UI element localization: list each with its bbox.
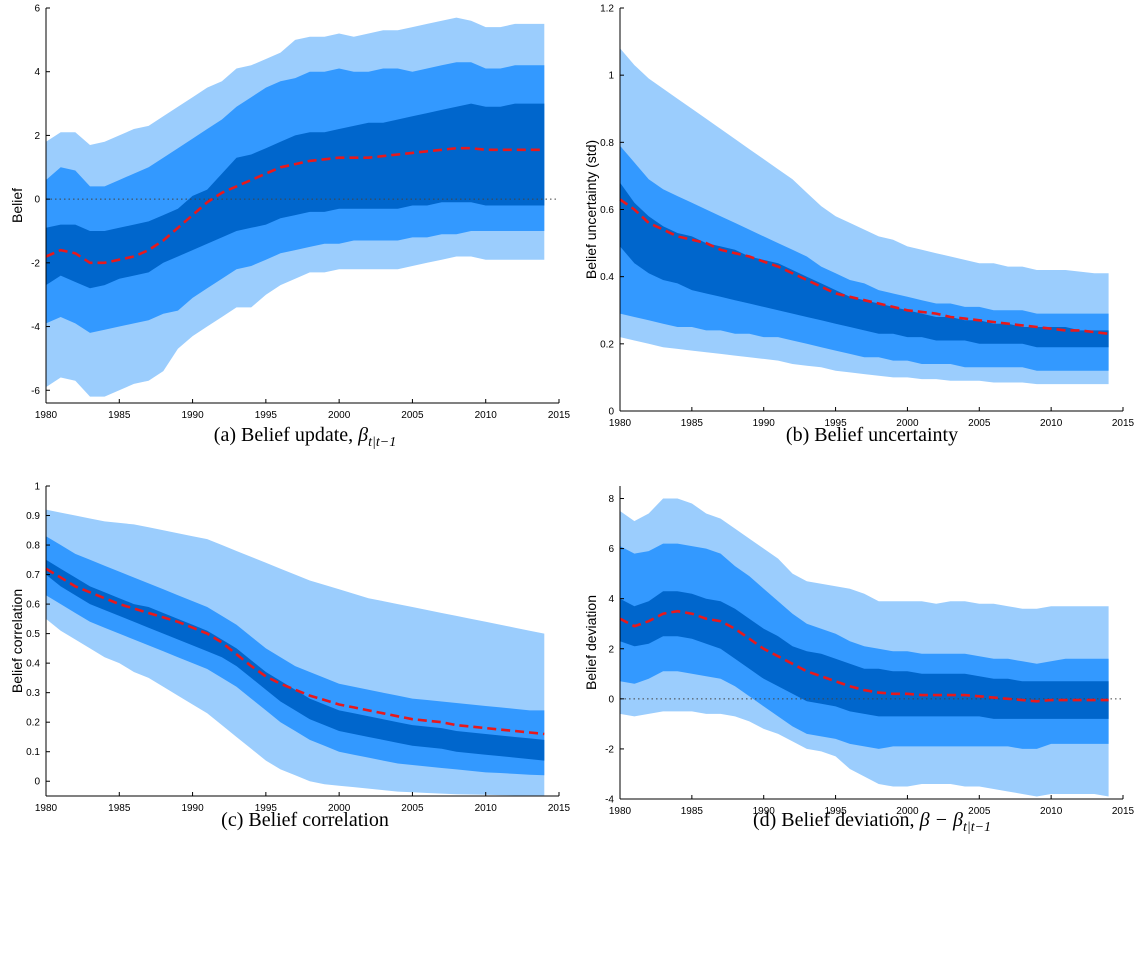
x-tick-label: 1980	[35, 410, 58, 421]
median-line	[619, 609, 1109, 703]
panel-caption: (b) Belief uncertainty	[786, 424, 958, 446]
y-tick-label: 0.6	[26, 600, 40, 611]
x-tick-label: 1990	[753, 418, 776, 429]
x-tick-label: 2005	[968, 418, 991, 429]
y-tick-label: 0	[608, 407, 614, 418]
x-tick-label: 1995	[824, 418, 847, 429]
x-tick-label: 1990	[753, 806, 776, 817]
band-inner	[46, 103, 545, 289]
band-mid	[620, 145, 1109, 371]
x-tick-label: 1990	[181, 410, 204, 421]
x-tick-label: 1985	[108, 410, 131, 421]
panel-belief-correlation: 1980 1985 1990 1995 2000 2005 2010 2015 0 0.1 0.2 0…	[9, 482, 571, 832]
y-tick-label: 1	[34, 482, 40, 493]
x-tick-label: 1995	[255, 410, 278, 421]
x-tick-label: 1990	[181, 803, 204, 814]
x-tick-label: 2005	[401, 410, 424, 421]
y-tick-label: 0.2	[600, 339, 614, 350]
median-line	[45, 146, 545, 265]
y-tick-label: -2	[605, 744, 614, 755]
x-tick-label: 2010	[475, 410, 498, 421]
panel-belief-uncertainty: 1980 1985 1990 1995 2000 2005 2010 2015 0 0.2 0.4 0…	[583, 4, 1135, 447]
x-tick-label: 2015	[1112, 806, 1135, 817]
y-tick-label: 0.5	[26, 629, 40, 640]
y-tick-label: 0.1	[26, 747, 40, 758]
y-tick-label: 1.2	[600, 4, 614, 15]
panel-caption: (c) Belief correlation	[221, 809, 389, 831]
panel-belief-update: 1980 1985 1990 1995 2000 2005 2010 2015 -6 -4 -2 0 2…	[9, 4, 571, 451]
x-tick-label: 2010	[1040, 418, 1063, 429]
y-axis-label: Belief uncertainty (std)	[583, 140, 599, 279]
x-tick-label: 1985	[681, 418, 704, 429]
x-tick-label: 2015	[548, 410, 571, 421]
y-axis-label: Belief deviation	[583, 595, 599, 690]
y-tick-label: 6	[34, 4, 40, 15]
y-tick-label: -6	[31, 386, 40, 397]
y-tick-label: 6	[608, 544, 614, 555]
x-tick-label: 1980	[609, 806, 632, 817]
band-mid	[46, 536, 545, 776]
y-tick-label: 0.8	[26, 541, 40, 552]
x-tick-label: 2010	[475, 803, 498, 814]
x-tick-label: 2010	[1040, 806, 1063, 817]
band-inner	[46, 559, 545, 761]
y-axis-label: Belief	[9, 188, 25, 223]
x-tick-label: 2015	[548, 803, 571, 814]
y-tick-label: -4	[605, 795, 614, 806]
y-tick-label: 4	[34, 67, 40, 78]
y-tick-label: 0.6	[600, 205, 614, 216]
x-tick-label: 2005	[968, 806, 991, 817]
y-tick-label: 0.9	[26, 511, 40, 522]
x-tick-label: 1980	[35, 803, 58, 814]
x-tick-label: 2000	[328, 803, 351, 814]
x-tick-label: 1980	[609, 418, 632, 429]
y-tick-label: 2	[34, 131, 40, 142]
panel-caption: (a) Belief update, βt|t−1	[214, 424, 396, 450]
y-tick-label: 0.4	[600, 272, 614, 283]
x-tick-label: 2005	[401, 803, 424, 814]
y-tick-label: 0.2	[26, 718, 40, 729]
y-tick-label: 1	[608, 71, 614, 82]
panel-belief-deviation: 1980 1985 1990 1995 2000 2005 2010 2015 -4 -2 0 2 4 6…	[583, 486, 1135, 835]
x-tick-label: 2000	[328, 410, 351, 421]
median-line	[619, 198, 1109, 336]
panel-caption: (d) Belief deviation, β − βt|t−1	[753, 809, 991, 835]
y-tick-label: 0	[34, 777, 40, 788]
x-tick-label: 1995	[824, 806, 847, 817]
y-axis-label: Belief correlation	[9, 589, 25, 693]
x-tick-label: 2000	[896, 806, 919, 817]
y-tick-label: 0	[34, 195, 40, 206]
x-tick-label: 2000	[896, 418, 919, 429]
y-tick-label: 8	[608, 494, 614, 505]
x-tick-label: 2015	[1112, 418, 1135, 429]
y-tick-label: 0.4	[26, 659, 40, 670]
band-inner	[620, 591, 1109, 719]
x-tick-label: 1985	[108, 803, 131, 814]
y-tick-label: 4	[608, 594, 614, 605]
y-tick-label: 0	[608, 694, 614, 705]
y-tick-label: -2	[31, 258, 40, 269]
y-tick-label: -4	[31, 322, 40, 333]
y-tick-label: 0.3	[26, 688, 40, 699]
y-tick-label: 0.8	[600, 138, 614, 149]
y-tick-label: 0.7	[26, 570, 40, 581]
x-tick-label: 1985	[681, 806, 704, 817]
median-line	[45, 567, 545, 736]
x-tick-label: 1995	[255, 803, 278, 814]
y-tick-label: 2	[608, 644, 614, 655]
